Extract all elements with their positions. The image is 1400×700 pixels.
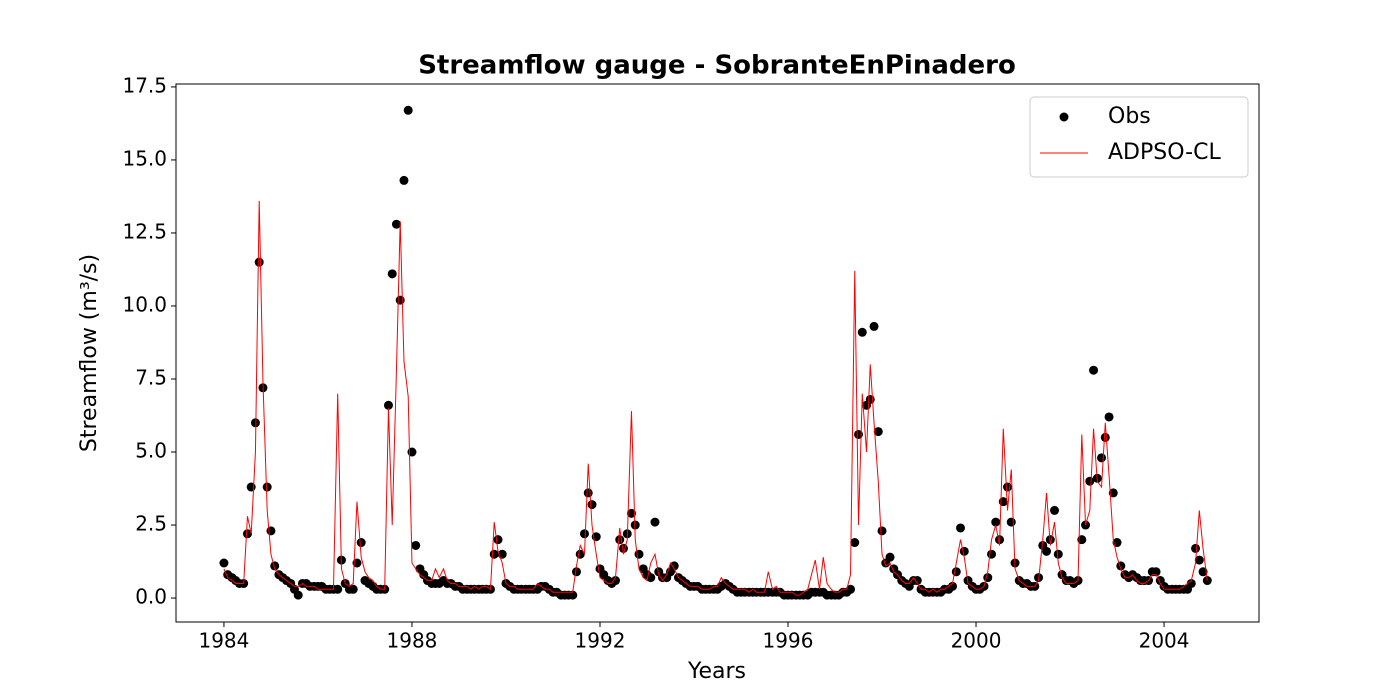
obs-point xyxy=(1003,482,1013,492)
obs-point xyxy=(395,295,405,305)
y-tick-label: 7.5 xyxy=(135,365,167,389)
obs-point xyxy=(626,508,636,518)
obs-point xyxy=(1042,546,1052,556)
obs-point xyxy=(959,546,969,556)
obs-point xyxy=(1116,561,1126,571)
y-tick-label: 0.0 xyxy=(135,585,167,609)
obs-point xyxy=(587,500,597,510)
obs-point xyxy=(1085,476,1095,486)
obs-point xyxy=(391,219,401,229)
x-tick-label: 2000 xyxy=(951,629,1002,653)
obs-point xyxy=(219,558,229,568)
obs-point xyxy=(1194,555,1204,565)
obs-point xyxy=(1186,578,1196,588)
plot-frame xyxy=(175,83,1260,623)
obs-point xyxy=(356,538,366,548)
obs-point xyxy=(846,584,856,594)
obs-point xyxy=(583,488,593,498)
obs-point xyxy=(951,567,961,577)
obs-point xyxy=(568,590,578,600)
obs-point xyxy=(948,581,958,591)
obs-point xyxy=(242,529,252,539)
obs-point xyxy=(877,526,887,536)
obs-point xyxy=(865,394,875,404)
obs-point xyxy=(293,590,303,600)
obs-point xyxy=(650,517,660,527)
obs-point xyxy=(489,549,499,559)
obs-point xyxy=(579,529,589,539)
obs-point xyxy=(270,561,280,571)
obs-point xyxy=(493,535,503,545)
obs-point xyxy=(669,561,679,571)
y-tick-label: 17.5 xyxy=(122,73,167,97)
obs-point xyxy=(1198,567,1208,577)
obs-point xyxy=(634,549,644,559)
x-tick-label: 1984 xyxy=(198,629,249,653)
y-tick-label: 5.0 xyxy=(135,439,167,463)
obs-point xyxy=(885,552,895,562)
obs-point xyxy=(254,257,264,267)
y-axis-label: Streamflow (m³/s) xyxy=(77,254,102,452)
obs-point xyxy=(1097,453,1107,463)
y-tick-label: 12.5 xyxy=(122,219,167,243)
legend-marker xyxy=(1059,112,1069,122)
x-axis-label: Years xyxy=(687,659,746,684)
obs-point xyxy=(246,482,256,492)
obs-point xyxy=(1104,412,1114,422)
obs-point xyxy=(348,584,358,594)
obs-point xyxy=(407,447,417,457)
legend-box xyxy=(1029,96,1249,178)
y-tick-label: 15.0 xyxy=(122,146,167,170)
obs-point xyxy=(333,584,343,594)
obs-point xyxy=(869,321,879,331)
x-tick-label: 1988 xyxy=(387,629,438,653)
obs-point xyxy=(262,482,272,492)
obs-point xyxy=(387,269,397,279)
obs-point xyxy=(956,523,966,533)
obs-point xyxy=(991,517,1001,527)
obs-point xyxy=(383,400,393,410)
x-tick-label: 1992 xyxy=(575,629,626,653)
obs-point xyxy=(615,535,625,545)
obs-point xyxy=(987,549,997,559)
obs-point xyxy=(1089,365,1099,375)
obs-point xyxy=(1108,488,1118,498)
y-tick-label: 10.0 xyxy=(122,292,167,316)
obs-point xyxy=(1050,505,1060,515)
obs-point xyxy=(266,526,276,536)
obs-point xyxy=(571,567,581,577)
y-tick-label: 2.5 xyxy=(135,512,167,536)
obs-point xyxy=(873,427,883,437)
obs-point xyxy=(399,175,409,185)
obs-point xyxy=(912,576,922,586)
chart-title: Streamflow gauge - SobranteEnPinadero xyxy=(418,51,1016,81)
obs-point xyxy=(850,538,860,548)
obs-point xyxy=(1053,549,1063,559)
sim-line xyxy=(223,200,1208,596)
obs-point xyxy=(983,573,993,583)
obs-point xyxy=(857,327,867,337)
obs-point xyxy=(411,540,421,550)
obs-point xyxy=(610,576,620,586)
obs-point xyxy=(1191,543,1201,553)
obs-point xyxy=(1151,567,1161,577)
obs-point xyxy=(1100,432,1110,442)
x-tick-label: 1996 xyxy=(763,629,814,653)
x-tick-label: 2004 xyxy=(1139,629,1190,653)
legend-label: Obs xyxy=(1108,104,1151,129)
obs-point xyxy=(1006,517,1016,527)
legend-label: ADPSO-CL xyxy=(1108,140,1221,165)
obs-point xyxy=(403,105,413,115)
